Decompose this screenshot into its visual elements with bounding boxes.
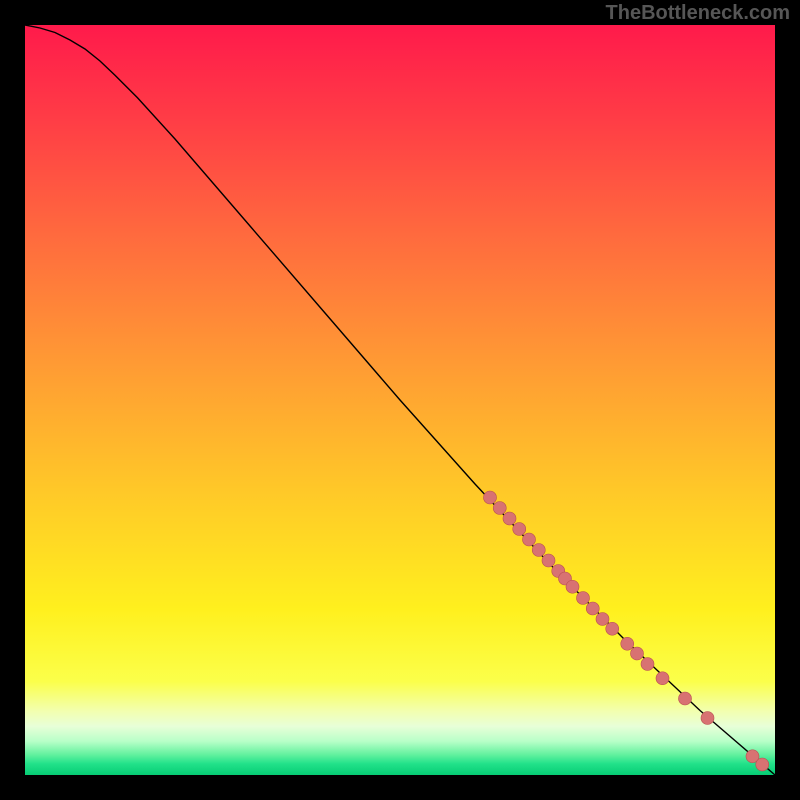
data-marker: [532, 544, 545, 557]
chart-frame: TheBottleneck.com: [0, 0, 800, 800]
data-marker: [679, 692, 692, 705]
data-marker: [596, 613, 609, 626]
data-marker: [631, 647, 644, 660]
data-marker: [566, 580, 579, 593]
data-marker: [586, 602, 599, 615]
data-marker: [621, 637, 634, 650]
data-marker: [656, 672, 669, 685]
data-marker: [577, 592, 590, 605]
data-marker: [513, 523, 526, 536]
plot-area: [25, 25, 775, 775]
data-marker: [542, 554, 555, 567]
data-marker: [641, 658, 654, 671]
data-marker: [484, 491, 497, 504]
data-marker: [493, 502, 506, 515]
data-marker: [503, 512, 516, 525]
data-marker: [606, 622, 619, 635]
attribution-text: TheBottleneck.com: [606, 2, 790, 25]
data-marker: [523, 533, 536, 546]
data-marker: [701, 712, 714, 725]
data-marker: [756, 758, 769, 771]
